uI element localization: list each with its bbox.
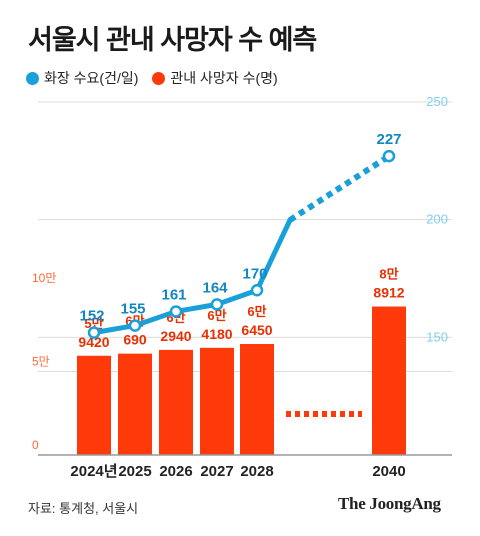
y-left-tick-label-2: 10만: [32, 271, 56, 285]
line-label-0: 152: [79, 308, 104, 325]
bar-label-bottom-2: 2940: [160, 328, 191, 344]
x-tick-label-1: 2025: [118, 463, 151, 480]
bar-deaths-5: [372, 306, 406, 455]
bar-label-bottom-4: 6450: [241, 322, 272, 338]
x-tick-label-3: 2027: [200, 463, 233, 480]
bar-deaths-3: [200, 347, 234, 455]
y-left-tick-label-0: 0: [32, 438, 39, 452]
bar-label-bottom-0: 9420: [78, 334, 109, 350]
y-right-tick-label-1: 200: [426, 212, 448, 227]
line-cremation-connector: [254, 217, 293, 293]
line-point-2: [169, 305, 183, 318]
bar-label-top-5: 8만: [379, 267, 398, 282]
bar-label-bottom-1: 690: [123, 332, 147, 348]
y-left-tick-label-1: 5만: [32, 355, 50, 369]
line-point-4: [250, 284, 264, 297]
legend-swatch-cremation: [26, 71, 39, 85]
legend-label-cremation: 화장 수요(건/일): [44, 70, 139, 86]
page-title: 서울시 관내 사망자 수 예측: [28, 25, 317, 55]
line-label-1: 155: [120, 301, 145, 318]
publisher-logo: The JoongAng: [338, 494, 441, 513]
x-tick-label-2: 2026: [159, 463, 192, 480]
legend-item-deaths: 관내 사망자 수(명): [152, 68, 278, 88]
legend: 화장 수요(건/일) 관내 사망자 수(명): [26, 66, 292, 90]
line-point-0: [87, 326, 101, 339]
x-tick-label-5: 2040: [372, 463, 405, 480]
bar-label-top-0: 5만: [84, 316, 103, 331]
line-point-3: [210, 298, 224, 311]
y-right-tick-label-2: 250: [426, 94, 448, 109]
bar-label-top-4: 6만: [247, 304, 266, 319]
y-right-tick-label-0: 150: [426, 329, 448, 344]
line-point-1: [128, 319, 142, 332]
line-label-5: 227: [376, 131, 401, 148]
bar-deaths-1: [118, 353, 152, 455]
line-cremation-dashed: [288, 153, 391, 223]
x-tick-label-0: 2024년: [70, 463, 117, 480]
source-note: 자료: 통계청, 서울시: [28, 501, 139, 516]
bar-label-bottom-5: 8912: [373, 285, 404, 301]
legend-item-cremation: 화장 수요(건/일): [26, 68, 138, 88]
x-tick-label-4: 2028: [240, 463, 273, 480]
bar-label-bottom-3: 4180: [201, 326, 232, 342]
bar-deaths-0: [77, 355, 111, 455]
line-point-5: [382, 149, 396, 163]
line-label-4: 170: [242, 265, 267, 282]
legend-swatch-deaths: [152, 71, 166, 85]
bar-deaths-4: [240, 344, 274, 455]
bar-deaths-2: [159, 349, 193, 455]
line-label-3: 164: [202, 279, 228, 296]
bar-label-top-3: 6만: [207, 308, 226, 323]
legend-label-deaths: 관내 사망자 수(명): [170, 70, 278, 86]
line-label-2: 161: [161, 286, 186, 303]
